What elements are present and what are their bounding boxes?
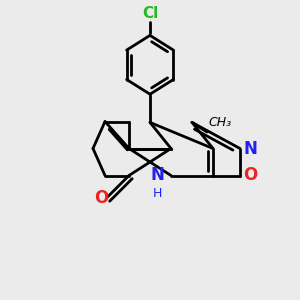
Text: N: N [151, 167, 164, 184]
Text: H: H [153, 187, 162, 200]
Text: CH₃: CH₃ [208, 116, 232, 129]
Text: O: O [94, 189, 108, 207]
Text: O: O [243, 167, 258, 184]
Text: Cl: Cl [142, 6, 158, 21]
Text: N: N [244, 140, 257, 158]
